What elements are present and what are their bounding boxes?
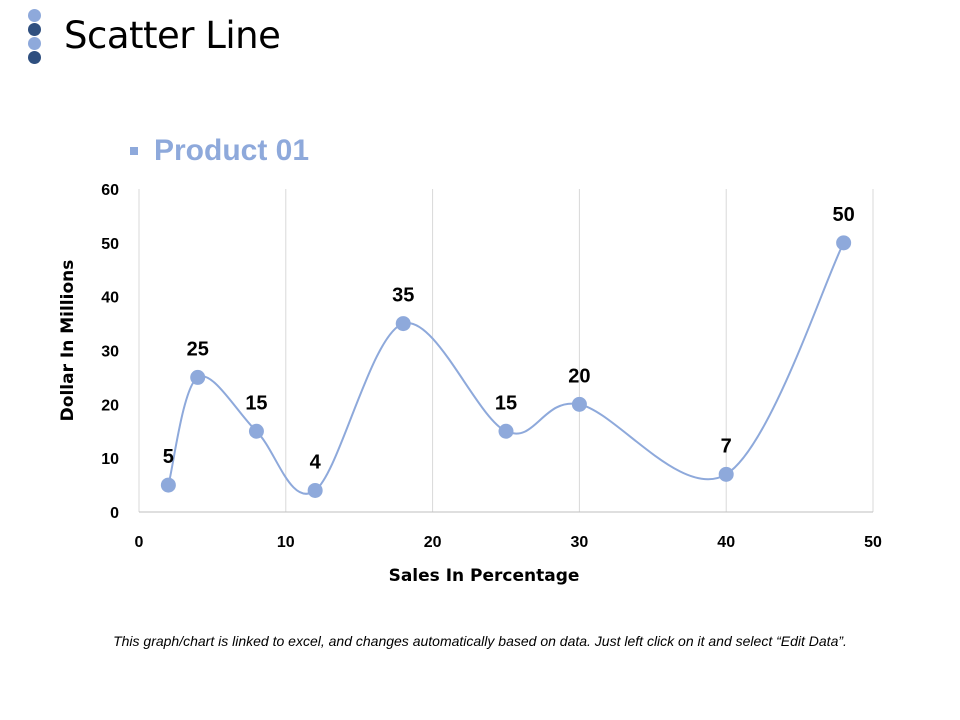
y-tick-label: 50 bbox=[101, 236, 119, 253]
chart-legend: Product 01 bbox=[130, 134, 309, 168]
legend-label: Product 01 bbox=[154, 134, 310, 167]
data-label: 7 bbox=[721, 435, 732, 457]
y-tick-label: 10 bbox=[101, 451, 119, 468]
data-label: 15 bbox=[495, 392, 517, 414]
y-tick-label: 0 bbox=[110, 505, 119, 522]
x-tick-label: 0 bbox=[135, 534, 144, 551]
slide-title: Scatter Line bbox=[64, 14, 281, 57]
data-label: 4 bbox=[310, 451, 322, 473]
data-point bbox=[160, 477, 176, 493]
chart-footnote: This graph/chart is linked to excel, and… bbox=[113, 633, 847, 649]
series-line bbox=[167, 242, 845, 495]
data-label: 35 bbox=[392, 285, 414, 307]
x-tick-label: 10 bbox=[277, 534, 295, 551]
deco-dot-4 bbox=[28, 51, 41, 64]
x-tick-label: 20 bbox=[424, 534, 442, 551]
x-tick-label: 50 bbox=[864, 534, 882, 551]
data-point bbox=[307, 482, 323, 498]
data-label: 50 bbox=[833, 204, 855, 226]
y-tick-label: 60 bbox=[101, 182, 119, 199]
data-label: 15 bbox=[245, 392, 267, 414]
legend-marker-icon bbox=[130, 147, 138, 155]
data-point bbox=[498, 423, 514, 439]
data-label: 20 bbox=[568, 365, 590, 387]
data-label: 25 bbox=[187, 338, 209, 360]
deco-dot-1 bbox=[28, 9, 41, 22]
x-tick-label: 40 bbox=[717, 534, 735, 551]
y-tick-label: 20 bbox=[101, 397, 119, 414]
data-point bbox=[248, 423, 264, 439]
data-point bbox=[395, 316, 411, 332]
y-axis-title: Dollar In Millions bbox=[58, 260, 78, 422]
data-point bbox=[571, 396, 587, 412]
x-axis-title: Sales In Percentage bbox=[389, 566, 580, 586]
data-point bbox=[190, 369, 206, 385]
decorative-dots bbox=[28, 9, 42, 65]
deco-dot-2 bbox=[28, 23, 41, 36]
data-point bbox=[836, 235, 852, 251]
deco-dot-3 bbox=[28, 37, 41, 50]
data-point bbox=[718, 466, 734, 482]
x-tick-label: 30 bbox=[571, 534, 589, 551]
y-tick-label: 30 bbox=[101, 344, 119, 361]
y-tick-label: 40 bbox=[101, 290, 119, 307]
data-label: 5 bbox=[163, 446, 174, 468]
